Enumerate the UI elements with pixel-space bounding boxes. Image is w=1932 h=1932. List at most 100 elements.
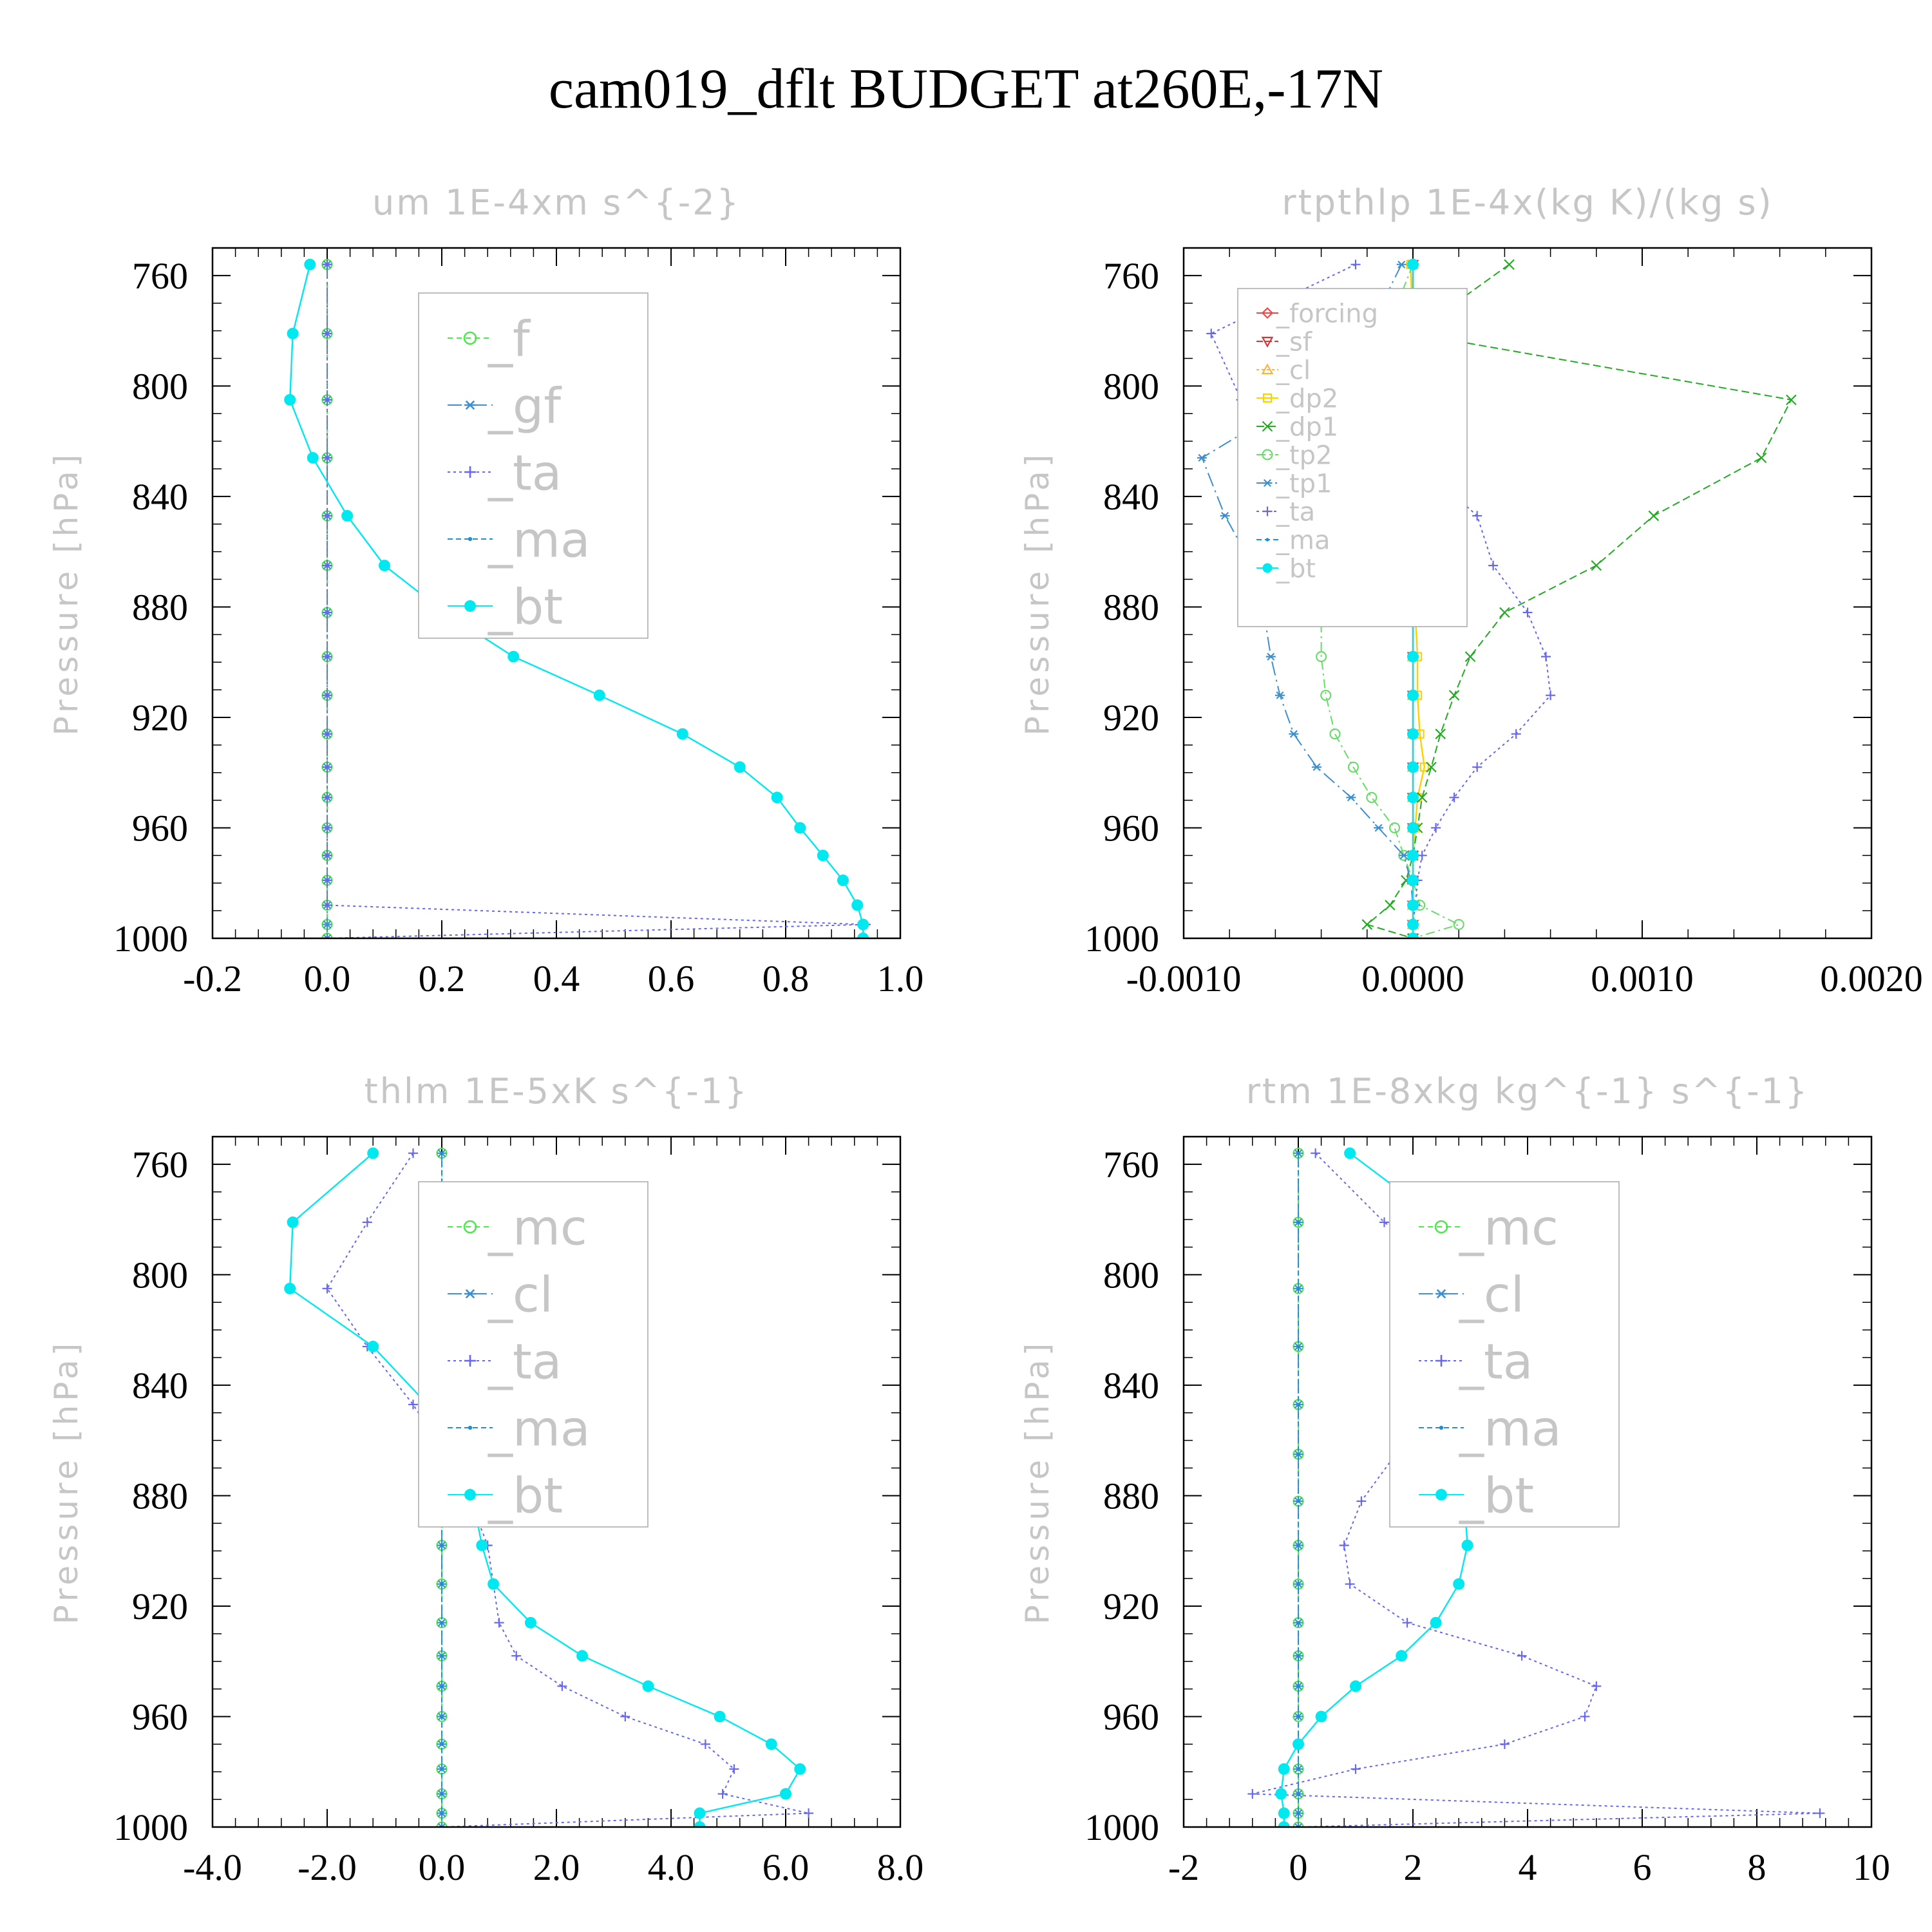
data-point [1293,1823,1303,1827]
data-point [1347,761,1359,773]
data-point [440,1684,444,1688]
legend-marker [1435,1289,1447,1299]
legend-marker [1261,363,1274,375]
y-axis-label: Pressure [hPa] [1019,451,1056,736]
data-point [794,822,806,834]
data-point [1504,259,1515,270]
x-tick-label: 6 [1633,1846,1652,1888]
y-tick-label: 760 [132,255,188,297]
data-point [408,1399,418,1410]
data-point [440,1151,444,1155]
legend-marker [464,466,476,478]
data-point [1499,1739,1510,1749]
data-point [1350,260,1361,270]
x-tick-label: 0 [1289,1846,1308,1888]
data-point [440,1811,444,1815]
x-tick-label: 0.4 [533,958,580,999]
legend-marker [468,1425,473,1430]
legend-marker [464,1489,476,1501]
data-point [1296,1582,1300,1586]
data-point [620,1711,630,1721]
x-tick-label: 8 [1748,1846,1766,1888]
data-point [642,1680,654,1692]
data-point [857,933,869,938]
y-tick-label: 960 [1103,1696,1159,1738]
legend-entry: _ta [1459,1332,1533,1390]
page-title: cam019_dflt BUDGET at260E,-17N [548,58,1384,120]
y-tick-label: 800 [1103,1254,1159,1296]
data-point [322,933,332,938]
legend: _forcing_sf_cl_dp2_dp1_tp2_tp1_ta_ma_bt [1237,288,1468,627]
legend-entry: _bt [1276,554,1316,583]
data-point [1366,791,1378,803]
legend-marker [1261,307,1274,319]
data-point [1385,900,1396,911]
data-point [322,934,332,938]
legend-entry: _ma [1276,526,1330,555]
data-point [1540,652,1551,662]
y-tick-label: 880 [1103,586,1159,628]
data-point [1407,849,1419,862]
data-point [440,1582,444,1586]
data-point [1522,607,1533,618]
y-tick-label: 840 [132,476,188,518]
data-point [1265,652,1276,661]
data-point [1197,453,1207,462]
chart-panel-0: um 1E-4xm s^{-2} Pressure [hPa] 760 800 840 8… [48,182,923,999]
y-tick-label: 920 [1103,1586,1159,1627]
data-point [322,762,332,772]
y-tick-label: 840 [132,1365,188,1406]
x-tick-label: 2.0 [533,1846,580,1888]
y-tick-label: 1000 [113,1806,188,1848]
data-point [1407,650,1419,663]
legend-entry: _forcing [1276,299,1378,328]
y-tick-label: 880 [1103,1475,1159,1517]
data-point [1379,1217,1389,1227]
data-point [440,1654,444,1658]
x-tick-label: -0.0010 [1126,958,1242,999]
data-point [322,607,332,618]
legend-marker [464,400,476,410]
legend-entry: _ta [488,1332,562,1390]
data-point [322,875,332,886]
legend-marker [463,1220,477,1234]
data-point [1407,822,1419,834]
legend: _mc _cl _ta _ma _bt [1389,1181,1620,1528]
legend-marker [1262,563,1273,573]
data-point [1350,1764,1361,1774]
data-point [1346,793,1356,802]
data-point [676,728,688,740]
legend: _mc _cl _ta _ma _bt [418,1181,649,1528]
data-point [437,1823,447,1827]
x-tick-label: 0.6 [648,958,695,999]
x-tick-label: -4.0 [183,1846,242,1888]
legend-marker [1262,506,1273,516]
y-tick-label: 800 [132,365,188,407]
series-line [1252,1152,1820,1827]
legend-entry: _dp1 [1276,412,1338,442]
data-point [576,1650,589,1662]
legend-entry: _f [488,310,531,367]
data-point [1206,328,1217,339]
legend-marker [1262,393,1273,403]
plot-area [1197,258,1797,938]
legend-entry: _ta [1276,497,1315,527]
data-point [362,1217,372,1227]
data-point [837,874,849,886]
x-tick-label: 2 [1404,1846,1423,1888]
legend-marker [1439,1425,1444,1430]
data-point [322,900,332,911]
series-line [1365,263,1792,938]
legend-entry: _mc [1459,1198,1558,1256]
data-point [1329,728,1341,740]
y-axis-label: Pressure [hPa] [48,1340,85,1625]
legend-entry: _tp2 [1276,440,1332,470]
data-point [1316,651,1327,663]
data-point [1499,607,1510,618]
data-point [1488,560,1499,571]
x-tick-label: 0.0 [419,1846,466,1888]
y-tick-label: 760 [1103,255,1159,297]
data-point [1396,1650,1408,1662]
data-point [1472,762,1482,772]
